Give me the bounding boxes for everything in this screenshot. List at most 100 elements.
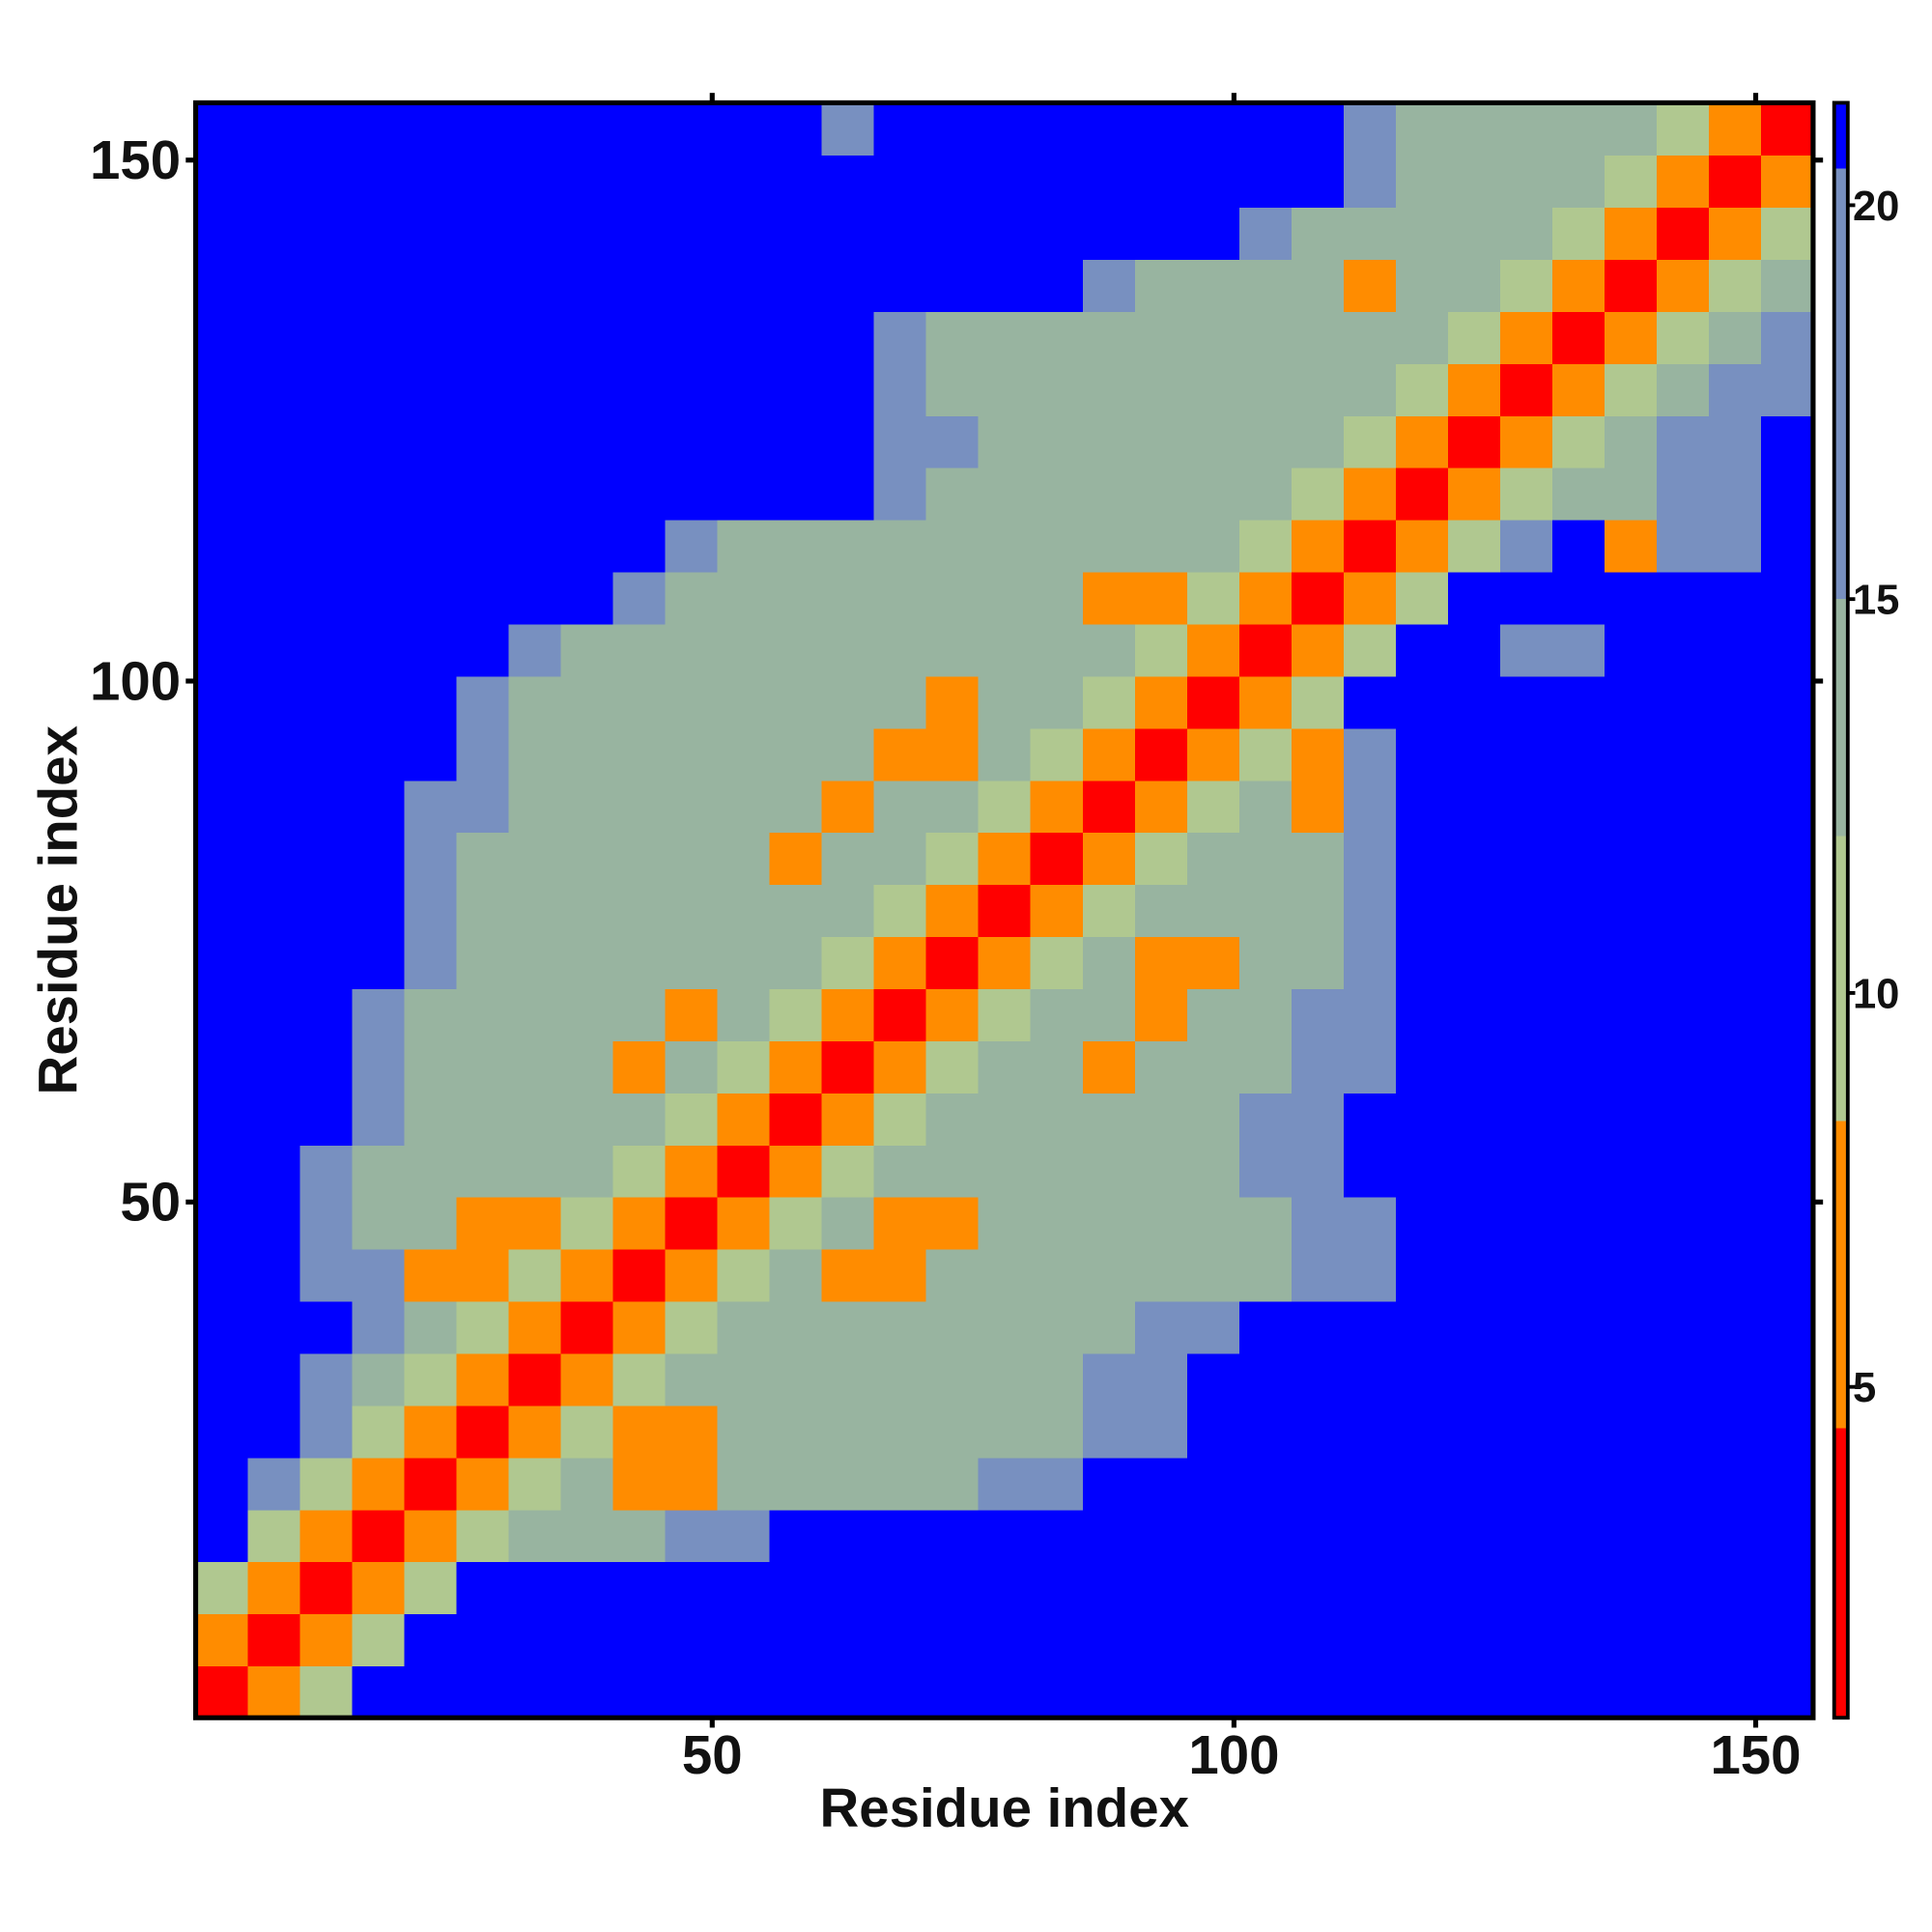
heatmap-cell: [665, 467, 719, 521]
heatmap-cell: [508, 1561, 562, 1615]
heatmap-cell: [352, 1144, 406, 1198]
heatmap-cell: [247, 571, 301, 625]
colorbar-step: [1833, 926, 1848, 933]
heatmap-cell: [1343, 1040, 1397, 1094]
heatmap-cell: [1447, 259, 1501, 312]
heatmap-cell: [1082, 675, 1136, 729]
heatmap-cell: [560, 155, 614, 209]
colorbar-step: [1833, 259, 1848, 266]
colorbar-step: [1833, 1405, 1848, 1412]
heatmap-cell: [821, 363, 875, 416]
heatmap-cell: [299, 1196, 354, 1250]
x-tick-label: 100: [1188, 1724, 1279, 1785]
heatmap-cell: [1238, 1665, 1293, 1719]
colorbar-step: [1833, 1249, 1848, 1256]
heatmap-cell: [404, 1144, 458, 1198]
colorbar-step: [1833, 867, 1848, 874]
heatmap-cell: [1760, 675, 1814, 729]
heatmap-cell: [1708, 1405, 1762, 1459]
heatmap-cell: [1708, 1457, 1762, 1511]
heatmap-cell: [925, 1040, 980, 1094]
heatmap-cell: [508, 1040, 562, 1094]
colorbar-step: [1833, 560, 1848, 567]
colorbar-step: [1833, 1459, 1848, 1466]
heatmap-cell: [1708, 936, 1762, 989]
heatmap-cell: [873, 467, 927, 521]
heatmap-cell: [299, 1093, 354, 1146]
colorbar-step: [1833, 1157, 1848, 1165]
heatmap-cell: [717, 414, 771, 469]
heatmap-cell: [299, 311, 354, 364]
heatmap-cell: [195, 207, 249, 260]
heatmap-cell: [769, 1300, 823, 1354]
heatmap-cell: [1238, 519, 1293, 573]
colorbar-step: [1833, 1346, 1848, 1353]
heatmap-cell: [1395, 571, 1449, 625]
heatmap-cell: [1343, 623, 1397, 677]
heatmap-cell: [1291, 1040, 1345, 1094]
heatmap-cell: [925, 884, 980, 938]
heatmap-cell: [769, 1457, 823, 1511]
heatmap-cell: [352, 623, 406, 677]
heatmap-cell: [1186, 936, 1240, 989]
heatmap-cell: [247, 1457, 301, 1511]
colorbar-step: [1833, 1356, 1848, 1364]
heatmap-cell: [1238, 936, 1293, 989]
colorbar-step: [1833, 1071, 1848, 1079]
colorbar-step: [1833, 1174, 1848, 1180]
heatmap-cell: [299, 1248, 354, 1302]
heatmap-cell: [1082, 1248, 1136, 1302]
colorbar-step: [1833, 517, 1848, 525]
heatmap-cell: [1030, 102, 1084, 156]
heatmap-cell: [717, 1665, 771, 1719]
heatmap-cell: [925, 1405, 980, 1459]
heatmap-cell: [873, 1405, 927, 1459]
heatmap-cell: [560, 1509, 614, 1563]
colorbar-step: [1833, 1669, 1848, 1676]
heatmap-cell: [821, 311, 875, 364]
heatmap-cell: [1708, 571, 1762, 625]
heatmap-cell: [1656, 623, 1710, 677]
heatmap-cell: [352, 988, 406, 1041]
heatmap-cell: [978, 467, 1032, 521]
heatmap-cell: [508, 1196, 562, 1250]
colorbar-step: [1833, 1103, 1848, 1111]
colorbar-step: [1833, 851, 1848, 858]
heatmap-cell: [717, 1248, 771, 1302]
heatmap-cell: [404, 727, 458, 781]
colorbar-step: [1833, 1044, 1848, 1052]
colorbar-step: [1833, 1303, 1848, 1310]
heatmap-cell: [1551, 1509, 1605, 1563]
heatmap-cell: [1134, 727, 1188, 781]
heatmap-cell: [1343, 519, 1397, 573]
heatmap-cell: [1708, 1196, 1762, 1250]
heatmap-cell: [612, 623, 667, 677]
heatmap-cell: [1760, 884, 1814, 938]
colorbar-step: [1833, 264, 1848, 271]
heatmap-cell: [978, 1405, 1032, 1459]
heatmap-cell: [352, 675, 406, 729]
heatmap-cell: [612, 1040, 667, 1094]
heatmap-cell: [925, 467, 980, 521]
heatmap-cell: [1447, 207, 1501, 260]
heatmap-cell: [1708, 207, 1762, 260]
heatmap-cell: [1395, 1248, 1449, 1302]
heatmap-cell: [978, 1352, 1032, 1406]
heatmap-cell: [1134, 1405, 1188, 1459]
heatmap-cell: [456, 1457, 510, 1511]
colorbar-step: [1833, 603, 1848, 611]
heatmap-cell: [404, 1509, 458, 1563]
heatmap-cell: [717, 1457, 771, 1511]
colorbar-step: [1833, 1496, 1848, 1504]
heatmap-cell: [769, 884, 823, 938]
heatmap-cell: [352, 363, 406, 416]
heatmap-cell: [1030, 363, 1084, 416]
colorbar-step: [1833, 958, 1848, 966]
heatmap-cell: [1499, 780, 1553, 834]
colorbar-step: [1833, 609, 1848, 615]
heatmap-cell: [978, 311, 1032, 364]
heatmap-cell: [1082, 1405, 1136, 1459]
heatmap-cell: [1708, 988, 1762, 1041]
heatmap-cell: [1134, 1352, 1188, 1406]
